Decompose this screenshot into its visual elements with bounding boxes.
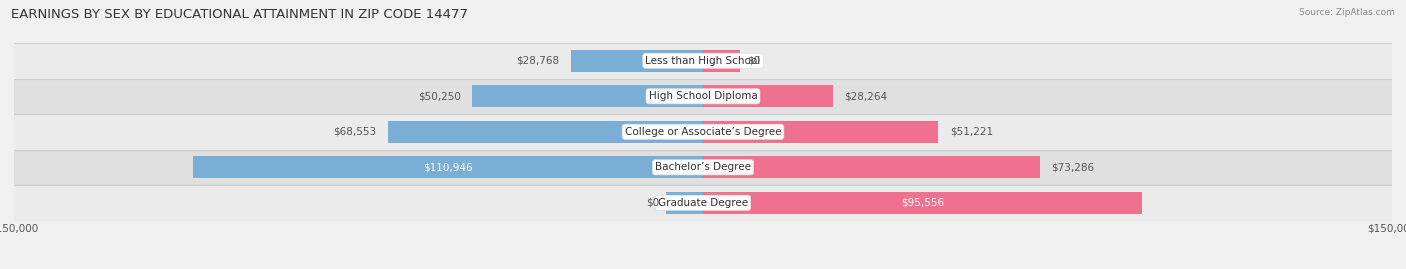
Bar [194, 156, 703, 178]
Text: High School Diploma: High School Diploma [648, 91, 758, 101]
Text: Bachelor’s Degree: Bachelor’s Degree [655, 162, 751, 172]
Bar [472, 85, 703, 107]
Bar [571, 50, 703, 72]
Text: $28,768: $28,768 [516, 56, 560, 66]
Bar [703, 50, 740, 72]
Bar [388, 121, 703, 143]
Text: $0: $0 [747, 56, 759, 66]
Text: $110,946: $110,946 [423, 162, 472, 172]
Text: $68,553: $68,553 [333, 127, 377, 137]
Bar [703, 121, 938, 143]
Text: $28,264: $28,264 [844, 91, 887, 101]
Bar [703, 156, 1039, 178]
Text: $95,556: $95,556 [901, 198, 943, 208]
Text: College or Associate’s Degree: College or Associate’s Degree [624, 127, 782, 137]
Text: EARNINGS BY SEX BY EDUCATIONAL ATTAINMENT IN ZIP CODE 14477: EARNINGS BY SEX BY EDUCATIONAL ATTAINMEN… [11, 8, 468, 21]
Text: $51,221: $51,221 [949, 127, 993, 137]
Text: $73,286: $73,286 [1052, 162, 1094, 172]
Text: Source: ZipAtlas.com: Source: ZipAtlas.com [1299, 8, 1395, 17]
Bar [14, 185, 1392, 221]
Bar [14, 114, 1392, 150]
Text: Less than High School: Less than High School [645, 56, 761, 66]
Text: Graduate Degree: Graduate Degree [658, 198, 748, 208]
Bar [14, 79, 1392, 114]
Text: $50,250: $50,250 [418, 91, 461, 101]
Bar [14, 150, 1392, 185]
Bar [703, 85, 832, 107]
Bar [703, 192, 1142, 214]
Text: $0: $0 [647, 198, 659, 208]
Bar [666, 192, 703, 214]
Bar [14, 43, 1392, 79]
